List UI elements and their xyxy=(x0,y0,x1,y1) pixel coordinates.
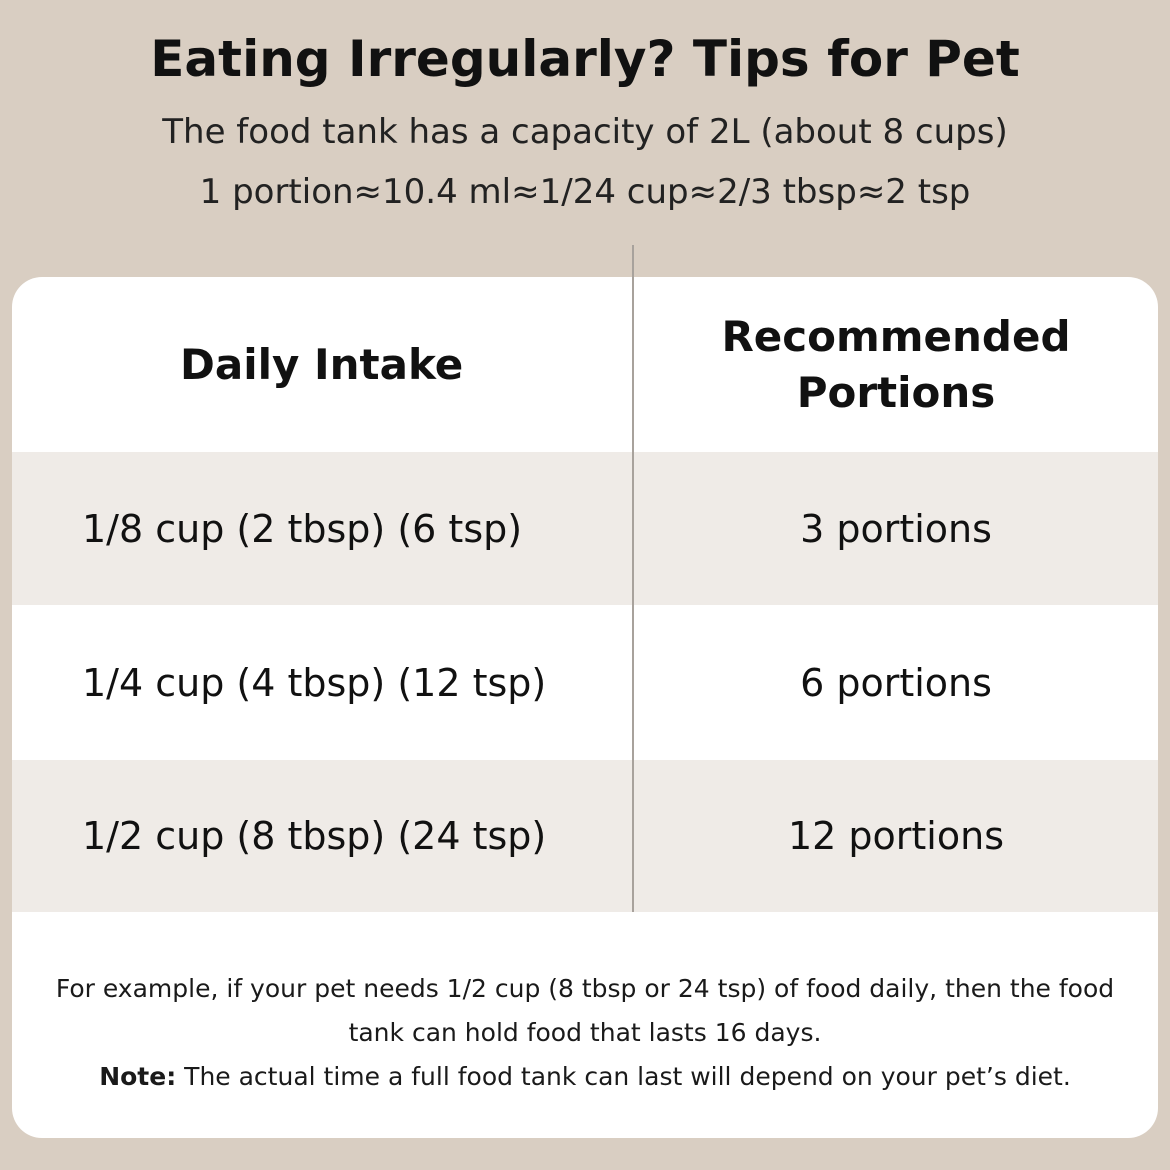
cell: 1/2 cup (8 tbsp) (24 tsp) xyxy=(82,814,547,858)
subtitle: 1 portion≈10.4 ml≈1/24 cup≈2/3 tbsp≈2 ts… xyxy=(199,172,971,212)
footer: For example, if your pet needs 1/2 cup (… xyxy=(52,967,1118,1099)
subtitle: The food tank has a capacity of 2L (abou… xyxy=(162,112,1008,152)
cell: 1/8 cup (2 tbsp) (6 tsp) xyxy=(82,506,523,551)
cell: 3 portions xyxy=(800,506,992,551)
note-text: The actual time a full food tank can las… xyxy=(184,1062,1071,1091)
divider xyxy=(632,245,634,912)
note: Note: The actual time a full food tank c… xyxy=(52,1055,1118,1099)
column-header: Recommended Portions xyxy=(721,311,1071,417)
title: Eating Irregularly? Tips for Pet xyxy=(150,30,1020,88)
note-label: Note: xyxy=(99,1062,177,1091)
cell: 1/4 cup (4 tbsp) (12 tsp) xyxy=(82,660,547,705)
column-header: Daily Intake xyxy=(180,340,464,389)
cell: 12 portions xyxy=(787,814,1004,858)
header-row: Daily Intake Recommended Portions xyxy=(12,277,1158,452)
card: Daily Intake Recommended Portions 1/8 cu… xyxy=(12,277,1158,1138)
example-text: For example, if your pet needs 1/2 cup (… xyxy=(55,974,1115,1047)
table-row: 1/8 cup (2 tbsp) (6 tsp) 3 portions xyxy=(12,452,1158,605)
cell: 6 portions xyxy=(800,660,992,705)
table-row: 1/2 cup (8 tbsp) (24 tsp) 12 portions xyxy=(12,760,1158,912)
table-row: 1/4 cup (4 tbsp) (12 tsp) 6 portions xyxy=(12,605,1158,760)
